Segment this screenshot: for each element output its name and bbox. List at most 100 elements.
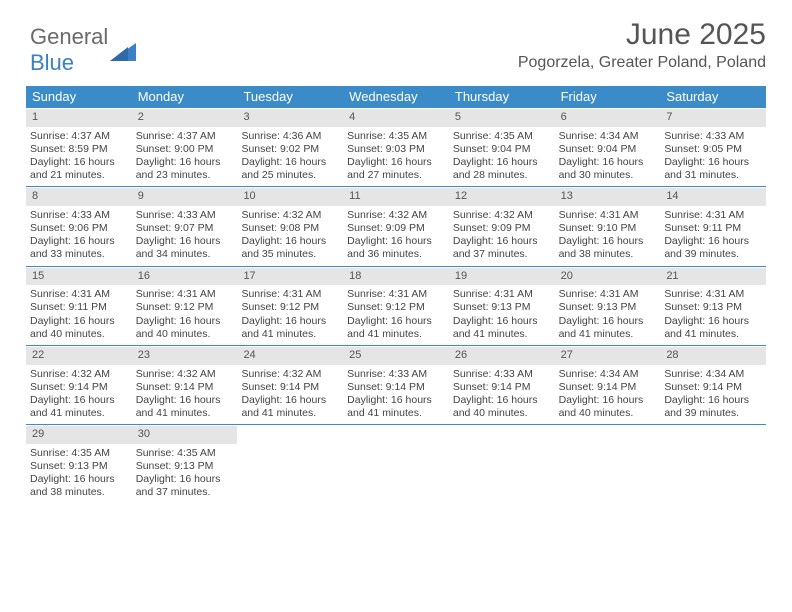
daylight-text: Daylight: 16 hours and 41 minutes. (453, 315, 551, 341)
sunrise-text: Sunrise: 4:35 AM (30, 447, 128, 460)
sunset-text: Sunset: 9:13 PM (136, 460, 234, 473)
daylight-text: Daylight: 16 hours and 37 minutes. (136, 473, 234, 499)
day-cell (343, 425, 449, 503)
sunset-text: Sunset: 8:59 PM (30, 143, 128, 156)
month-title: June 2025 (518, 18, 766, 52)
daylight-text: Daylight: 16 hours and 38 minutes. (559, 235, 657, 261)
sunset-text: Sunset: 9:12 PM (347, 301, 445, 314)
sunset-text: Sunset: 9:13 PM (559, 301, 657, 314)
week-row: 29Sunrise: 4:35 AMSunset: 9:13 PMDayligh… (26, 425, 766, 503)
day-number: 20 (555, 268, 661, 286)
logo-word-1: General (30, 24, 108, 49)
day-cell: 27Sunrise: 4:34 AMSunset: 9:14 PMDayligh… (555, 346, 661, 424)
sunset-text: Sunset: 9:00 PM (136, 143, 234, 156)
sunrise-text: Sunrise: 4:33 AM (30, 209, 128, 222)
sunrise-text: Sunrise: 4:32 AM (136, 368, 234, 381)
sunset-text: Sunset: 9:13 PM (664, 301, 762, 314)
day-number: 21 (660, 268, 766, 286)
sunset-text: Sunset: 9:11 PM (664, 222, 762, 235)
sunrise-text: Sunrise: 4:34 AM (664, 368, 762, 381)
sunrise-text: Sunrise: 4:32 AM (347, 209, 445, 222)
sunrise-text: Sunrise: 4:31 AM (241, 288, 339, 301)
day-number: 7 (660, 109, 766, 127)
daylight-text: Daylight: 16 hours and 41 minutes. (241, 315, 339, 341)
day-cell: 9Sunrise: 4:33 AMSunset: 9:07 PMDaylight… (132, 187, 238, 265)
calendar: SundayMondayTuesdayWednesdayThursdayFrid… (26, 86, 766, 503)
sunset-text: Sunset: 9:07 PM (136, 222, 234, 235)
location: Pogorzela, Greater Poland, Poland (518, 54, 766, 72)
day-number: 10 (237, 188, 343, 206)
sunrise-text: Sunrise: 4:35 AM (136, 447, 234, 460)
week-row: 15Sunrise: 4:31 AMSunset: 9:11 PMDayligh… (26, 267, 766, 346)
sunset-text: Sunset: 9:14 PM (559, 381, 657, 394)
sunrise-text: Sunrise: 4:32 AM (241, 368, 339, 381)
day-cell: 19Sunrise: 4:31 AMSunset: 9:13 PMDayligh… (449, 267, 555, 345)
day-cell (660, 425, 766, 503)
day-number: 4 (343, 109, 449, 127)
day-number: 11 (343, 188, 449, 206)
weekday-label: Friday (555, 86, 661, 108)
daylight-text: Daylight: 16 hours and 40 minutes. (453, 394, 551, 420)
logo: General Blue (30, 24, 136, 76)
logo-text: General Blue (30, 24, 108, 76)
day-cell (449, 425, 555, 503)
sunrise-text: Sunrise: 4:36 AM (241, 130, 339, 143)
daylight-text: Daylight: 16 hours and 41 minutes. (347, 394, 445, 420)
day-number: 12 (449, 188, 555, 206)
sunrise-text: Sunrise: 4:31 AM (347, 288, 445, 301)
sunrise-text: Sunrise: 4:31 AM (664, 209, 762, 222)
day-cell: 30Sunrise: 4:35 AMSunset: 9:13 PMDayligh… (132, 425, 238, 503)
week-row: 1Sunrise: 4:37 AMSunset: 8:59 PMDaylight… (26, 108, 766, 187)
page: General Blue June 2025 Pogorzela, Greate… (0, 0, 792, 513)
sunset-text: Sunset: 9:09 PM (453, 222, 551, 235)
daylight-text: Daylight: 16 hours and 31 minutes. (664, 156, 762, 182)
day-number: 9 (132, 188, 238, 206)
day-cell: 20Sunrise: 4:31 AMSunset: 9:13 PMDayligh… (555, 267, 661, 345)
sunset-text: Sunset: 9:04 PM (559, 143, 657, 156)
day-cell: 28Sunrise: 4:34 AMSunset: 9:14 PMDayligh… (660, 346, 766, 424)
daylight-text: Daylight: 16 hours and 25 minutes. (241, 156, 339, 182)
sunrise-text: Sunrise: 4:37 AM (136, 130, 234, 143)
sunrise-text: Sunrise: 4:35 AM (347, 130, 445, 143)
day-cell: 7Sunrise: 4:33 AMSunset: 9:05 PMDaylight… (660, 108, 766, 186)
sunrise-text: Sunrise: 4:34 AM (559, 130, 657, 143)
sunrise-text: Sunrise: 4:31 AM (136, 288, 234, 301)
weekday-label: Saturday (660, 86, 766, 108)
day-cell: 24Sunrise: 4:32 AMSunset: 9:14 PMDayligh… (237, 346, 343, 424)
week-row: 8Sunrise: 4:33 AMSunset: 9:06 PMDaylight… (26, 187, 766, 266)
sunrise-text: Sunrise: 4:31 AM (559, 288, 657, 301)
logo-triangle-icon (110, 39, 136, 61)
sunset-text: Sunset: 9:13 PM (453, 301, 551, 314)
day-number: 2 (132, 109, 238, 127)
sunrise-text: Sunrise: 4:31 AM (559, 209, 657, 222)
day-cell: 15Sunrise: 4:31 AMSunset: 9:11 PMDayligh… (26, 267, 132, 345)
daylight-text: Daylight: 16 hours and 41 minutes. (136, 394, 234, 420)
daylight-text: Daylight: 16 hours and 38 minutes. (30, 473, 128, 499)
sunset-text: Sunset: 9:14 PM (136, 381, 234, 394)
day-cell: 21Sunrise: 4:31 AMSunset: 9:13 PMDayligh… (660, 267, 766, 345)
day-number: 6 (555, 109, 661, 127)
sunset-text: Sunset: 9:05 PM (664, 143, 762, 156)
sunrise-text: Sunrise: 4:32 AM (453, 209, 551, 222)
day-cell: 13Sunrise: 4:31 AMSunset: 9:10 PMDayligh… (555, 187, 661, 265)
daylight-text: Daylight: 16 hours and 40 minutes. (136, 315, 234, 341)
week-row: 22Sunrise: 4:32 AMSunset: 9:14 PMDayligh… (26, 346, 766, 425)
day-number: 3 (237, 109, 343, 127)
sunset-text: Sunset: 9:09 PM (347, 222, 445, 235)
day-number: 24 (237, 347, 343, 365)
daylight-text: Daylight: 16 hours and 35 minutes. (241, 235, 339, 261)
sunset-text: Sunset: 9:14 PM (347, 381, 445, 394)
sunset-text: Sunset: 9:08 PM (241, 222, 339, 235)
day-cell: 10Sunrise: 4:32 AMSunset: 9:08 PMDayligh… (237, 187, 343, 265)
day-number: 19 (449, 268, 555, 286)
day-number: 17 (237, 268, 343, 286)
sunset-text: Sunset: 9:12 PM (241, 301, 339, 314)
daylight-text: Daylight: 16 hours and 21 minutes. (30, 156, 128, 182)
daylight-text: Daylight: 16 hours and 41 minutes. (30, 394, 128, 420)
day-number: 8 (26, 188, 132, 206)
day-number: 1 (26, 109, 132, 127)
day-number: 16 (132, 268, 238, 286)
logo-word-2: Blue (30, 50, 74, 75)
sunset-text: Sunset: 9:14 PM (241, 381, 339, 394)
weekday-label: Tuesday (237, 86, 343, 108)
